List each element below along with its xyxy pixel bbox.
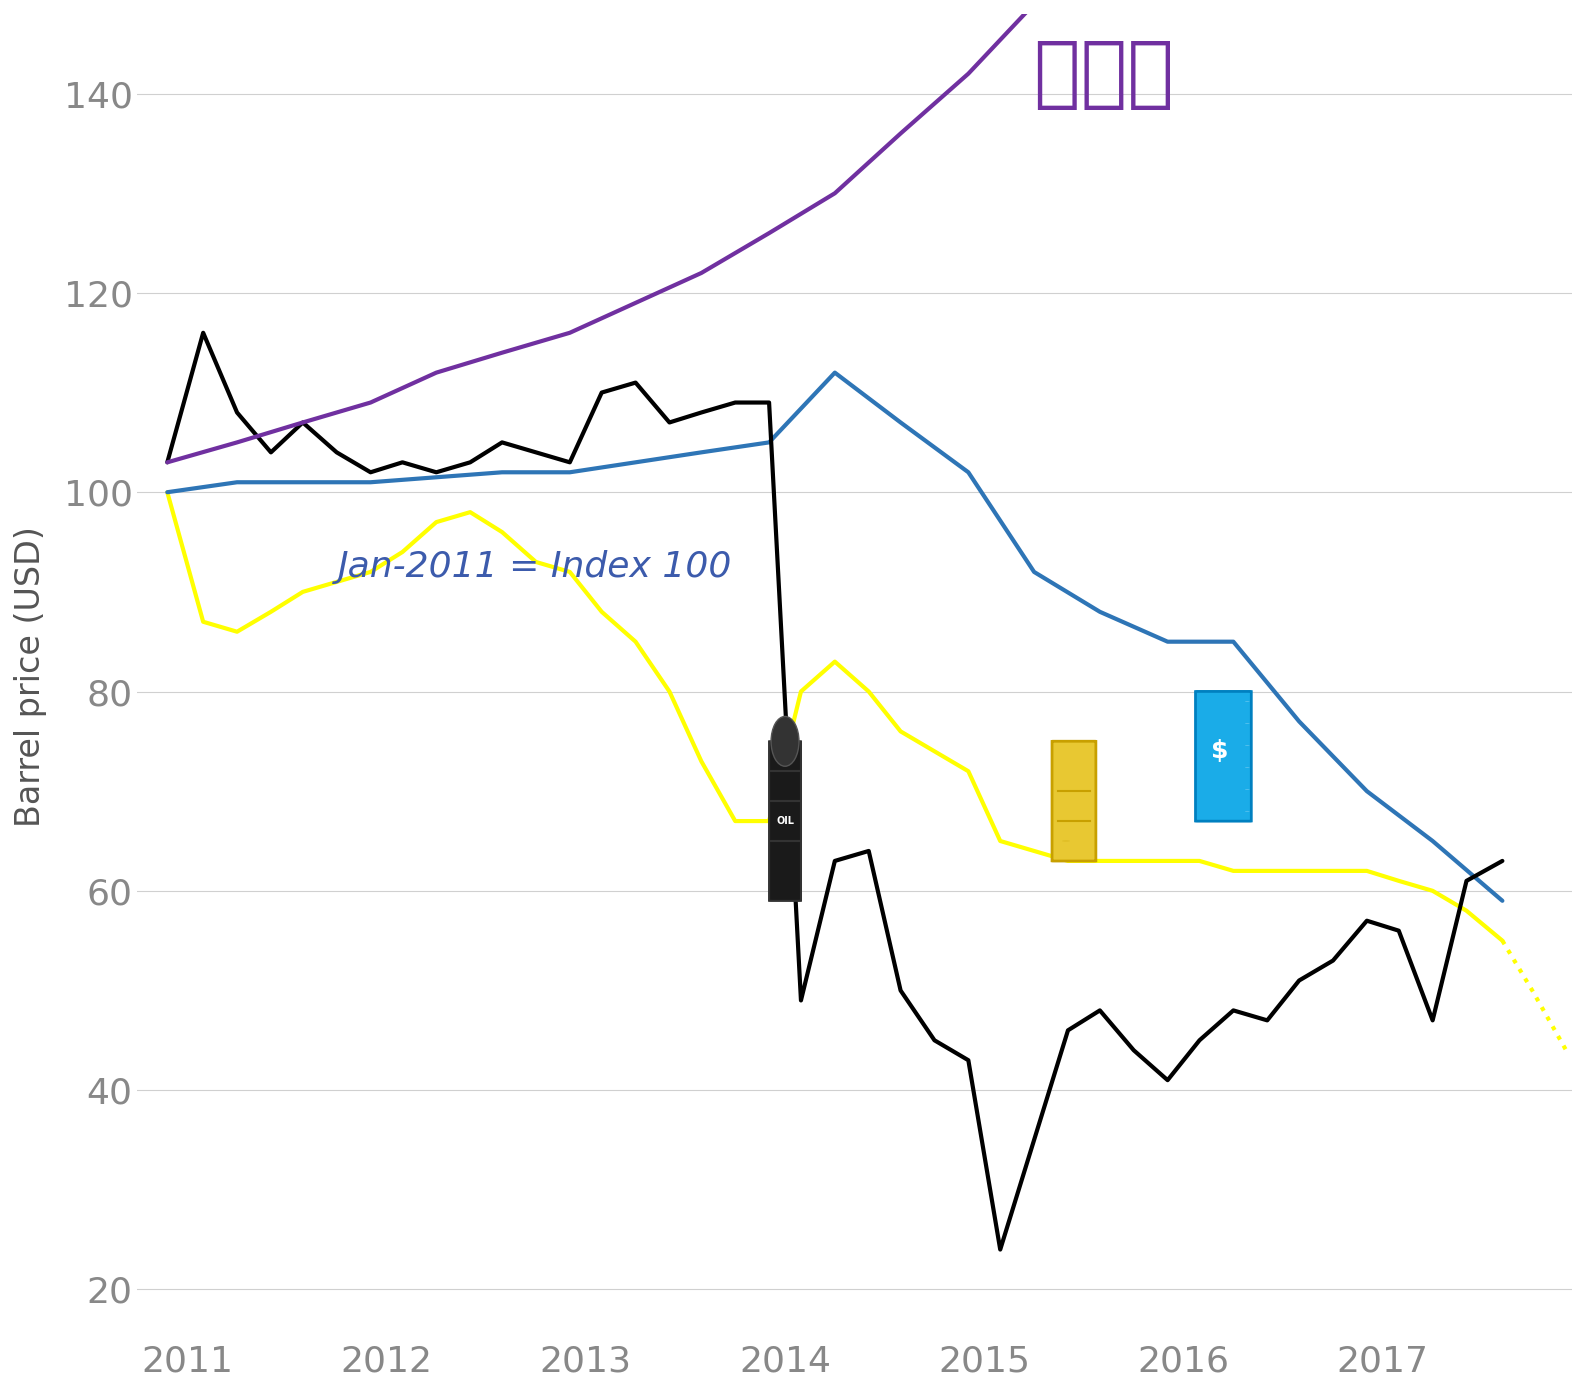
Text: $: $ (1210, 739, 1228, 763)
Text: 👨‍👩‍👧: 👨‍👩‍👧 (1034, 36, 1174, 111)
Ellipse shape (771, 717, 799, 766)
Text: OIL: OIL (776, 816, 795, 825)
FancyBboxPatch shape (1196, 692, 1251, 821)
Y-axis label: Barrel price (USD): Barrel price (USD) (14, 526, 48, 827)
Text: Jan-2011 = Index 100: Jan-2011 = Index 100 (338, 550, 733, 585)
FancyBboxPatch shape (1052, 742, 1096, 862)
FancyBboxPatch shape (769, 742, 801, 901)
